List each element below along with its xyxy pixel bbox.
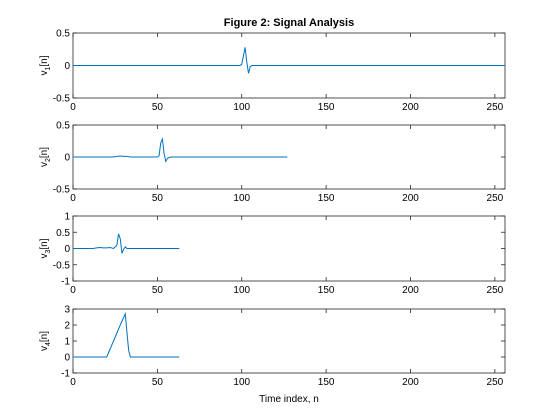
x-tick-label: 100 <box>233 193 250 204</box>
x-tick-label: 50 <box>152 285 164 296</box>
y-axis-label-1: v1[n] <box>39 55 52 75</box>
y-tick-label: -1 <box>61 277 70 288</box>
x-tick-label: 100 <box>233 285 250 296</box>
y-axis-label-3: v3[n] <box>39 238 52 258</box>
y-tick-label: 0 <box>64 153 70 164</box>
x-tick-label: 250 <box>487 102 504 113</box>
x-axis-label: Time index, n <box>259 394 319 405</box>
y-tick-label: 3 <box>64 305 70 316</box>
signal-line-4 <box>73 311 180 358</box>
y-tick-label: 0.5 <box>56 228 70 239</box>
y-tick-label: 1 <box>64 212 70 223</box>
y-tick-label: -0.5 <box>53 185 71 196</box>
x-tick-label: 100 <box>233 102 250 113</box>
y-tick-label: -1 <box>61 369 70 380</box>
y-tick-label: -0.5 <box>53 260 71 271</box>
y-tick-label: 2 <box>64 321 70 332</box>
x-tick-label: 50 <box>152 102 164 113</box>
x-tick-label: 150 <box>318 102 335 113</box>
y-tick-label: 0 <box>64 244 70 255</box>
y-tick-label: 0 <box>64 353 70 364</box>
x-tick-label: 250 <box>487 377 504 388</box>
signal-line-3 <box>73 233 180 254</box>
x-tick-label: 0 <box>70 102 76 113</box>
x-tick-label: 50 <box>152 377 164 388</box>
y-tick-label: -0.5 <box>53 94 71 105</box>
figure-title: Figure 2: Signal Analysis <box>224 17 354 29</box>
y-axis-label-2: v2[n] <box>39 147 52 167</box>
signal-line-2 <box>73 137 288 163</box>
x-tick-label: 0 <box>70 193 76 204</box>
x-tick-label: 200 <box>402 377 419 388</box>
x-tick-label: 200 <box>402 193 419 204</box>
y-tick-label: 0 <box>64 61 70 72</box>
y-axis-label-4: v4[n] <box>39 331 52 351</box>
x-tick-label: 150 <box>318 193 335 204</box>
x-tick-label: 0 <box>70 377 76 388</box>
x-tick-label: 150 <box>318 285 335 296</box>
x-tick-label: 250 <box>487 285 504 296</box>
x-tick-label: 0 <box>70 285 76 296</box>
x-tick-label: 100 <box>233 377 250 388</box>
y-tick-label: 0.5 <box>56 121 70 132</box>
x-tick-label: 150 <box>318 377 335 388</box>
axes-frame-4 <box>72 308 506 374</box>
x-tick-label: 200 <box>402 102 419 113</box>
x-tick-label: 250 <box>487 193 504 204</box>
y-tick-label: 1 <box>64 337 70 348</box>
y-tick-label: 0.5 <box>56 29 70 40</box>
subplot-group: 0 50 100 150 200 250-0.500.5v1[n]0 50 100 150 200… <box>39 29 506 388</box>
x-tick-label: 50 <box>152 193 164 204</box>
x-tick-label: 200 <box>402 285 419 296</box>
signal-line-1 <box>73 47 505 74</box>
